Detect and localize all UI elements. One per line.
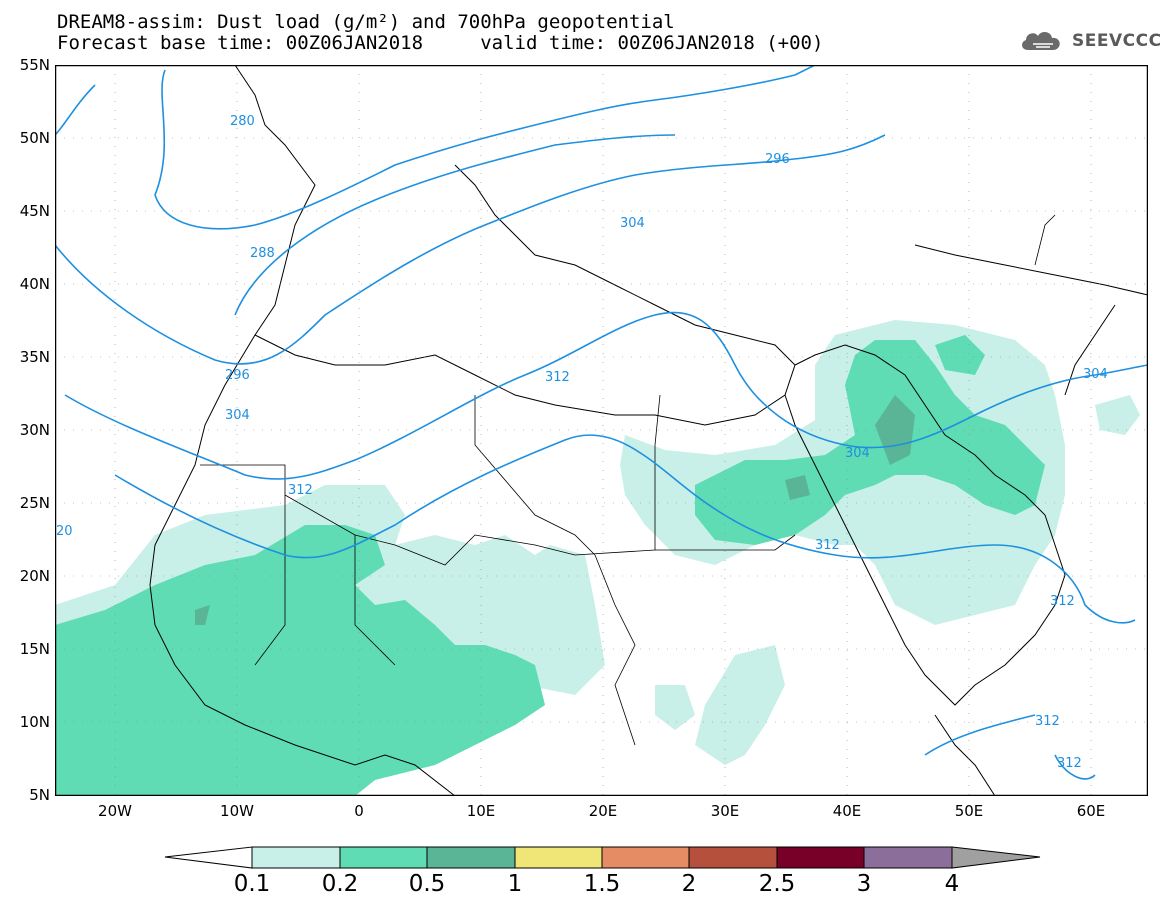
map-canvas: 280 288 296 304 312 304 312 296 304 304 … [55,65,1148,796]
lon-label: 10W [220,802,254,820]
contour-label: 312 [1050,594,1075,609]
contour-label: 304 [845,446,870,461]
colorbar-label: 1.5 [583,871,621,897]
lat-label: 40N [19,275,50,293]
colorbar-label: 0.1 [233,871,271,897]
lon-label: 30E [710,802,740,820]
dust-shading-medium [55,335,1045,796]
lat-label: 30N [19,421,50,439]
lon-label: 0 [354,802,364,820]
contour-label: 312 [815,538,840,553]
lat-label: 35N [19,348,50,366]
lat-label: 20N [19,567,50,585]
colorbar-swatch [601,846,690,869]
lon-label: 20E [588,802,618,820]
contour-label: 312 [545,370,570,385]
contour-labels: 280 288 296 304 312 304 312 296 304 304 … [56,114,1108,771]
colorbar-label: 2.5 [758,871,796,897]
colorbar-swatch [863,846,953,869]
colorbar-over-triangle [951,846,1041,869]
colorbar-swatch [251,846,341,869]
lat-label: 55N [19,56,50,74]
lat-label: 50N [19,129,50,147]
lat-label: 25N [19,494,50,512]
contour-label: 288 [250,246,275,261]
geopotential-contours [55,65,1148,780]
logo-text: SEEVCCC [1072,31,1162,51]
seevccc-logo: SEEVCCC [1018,26,1162,56]
contour-label: 312 [1057,756,1082,771]
contour-label: 304 [1083,367,1108,382]
lon-label: 60E [1076,802,1106,820]
contour-label: 312 [288,483,313,498]
lat-label: 5N [29,786,50,804]
contour-label: 280 [230,114,255,129]
colorbar-swatch [339,846,428,869]
contour-label: 304 [225,408,250,423]
lon-label: 50E [954,802,984,820]
colorbar-swatch [514,846,603,869]
contour-label: 312 [1035,714,1060,729]
colorbar-label: 4 [944,871,960,897]
colorbar-label: 0.2 [321,871,359,897]
colorbar-label: 2 [681,871,697,897]
map-panel: 280 288 296 304 312 304 312 296 304 304 … [55,65,1148,796]
lat-label: 15N [19,640,50,658]
lon-label: 40E [832,802,862,820]
colorbar-swatch [688,846,778,869]
title-line-1: DREAM8-assim: Dust load (g/m²) and 700hP… [57,11,675,33]
colorbar-label: 1 [507,871,523,897]
colorbar-label: 0.5 [408,871,446,897]
colorbar-swatch [426,846,516,869]
lon-label: 10E [466,802,496,820]
contour-label: 296 [765,152,790,167]
lon-label: 20W [98,802,132,820]
map-frame [55,65,1148,796]
colorbar-label: 3 [856,871,872,897]
lat-label: 10N [19,713,50,731]
colorbar-swatch [776,846,865,869]
contour-label: 304 [620,216,645,231]
title-line-2: Forecast base time: 00Z06JAN2018 valid t… [57,32,824,54]
lat-label: 45N [19,202,50,220]
contour-label: 296 [225,368,250,383]
contour-label: 20 [56,524,73,539]
colorbar-under-triangle [164,846,253,869]
country-borders [200,214,1056,746]
cloud-logo-icon [1022,32,1060,50]
